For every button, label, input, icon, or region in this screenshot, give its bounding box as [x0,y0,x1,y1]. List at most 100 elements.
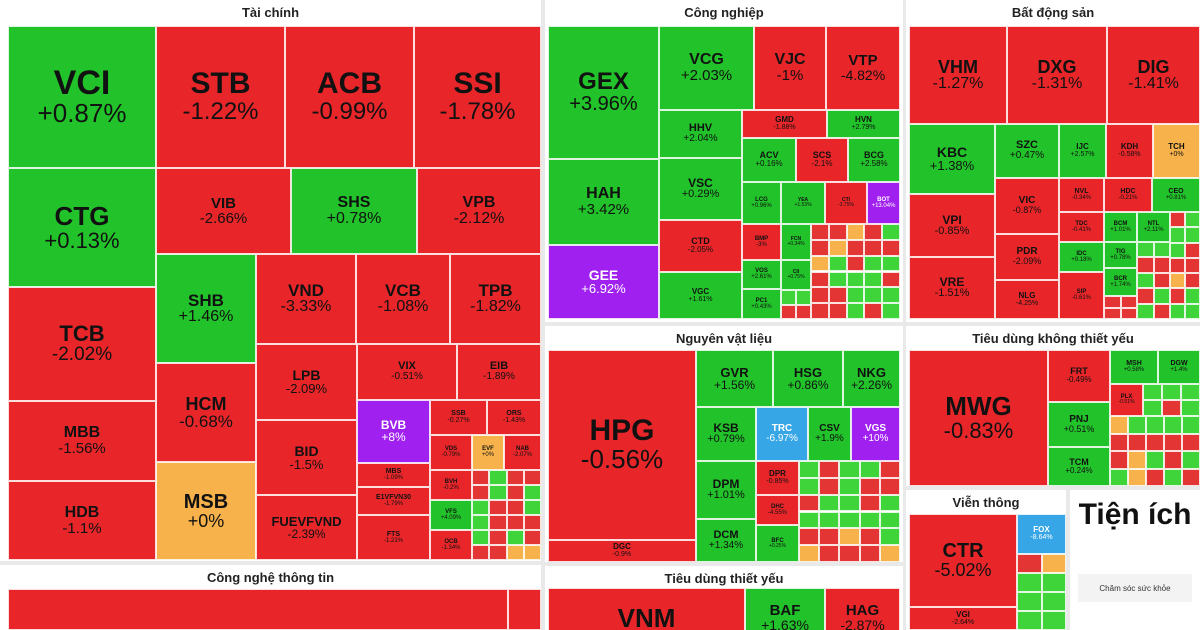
telecom-minor-tile[interactable] [1041,611,1066,630]
materials-minor-tile[interactable] [799,494,820,512]
materials-minor-tile[interactable] [879,511,900,529]
stock-tile-ssi[interactable]: SSI -1.78% [414,26,541,168]
stock-tile-vgi[interactable]: VGI -2.64% [909,607,1017,630]
re-minor-tile[interactable] [1185,212,1200,228]
telecom-minor-tile[interactable] [1017,611,1042,630]
stock-tile-vnd[interactable]: VND -3.33% [256,254,356,344]
materials-minor-tile[interactable] [799,461,820,478]
stock-tile-szc[interactable]: SZC +0.47% [995,124,1059,178]
finance-minor-tile[interactable] [523,530,541,545]
stock-tile-hcm[interactable]: HCM -0.68% [156,363,256,462]
re-minor-tile[interactable] [1137,242,1154,258]
re-minor-tile[interactable] [1185,288,1200,304]
finance-minor-tile[interactable] [472,530,490,545]
stock-tile-csv[interactable]: CSV +1.9% [808,407,851,461]
stock-tile-vcg[interactable]: VCG +2.03% [659,26,754,110]
re-minor-tile[interactable] [1170,227,1185,243]
stock-tile-hvn[interactable]: HVN +2.79% [827,110,900,138]
materials-minor-tile[interactable] [879,494,900,512]
stock-tile-bot[interactable]: BOT +13.04% [867,182,900,224]
finance-minor-tile[interactable] [506,545,524,560]
stock-tile-cii[interactable]: CII +0.75% [781,260,811,290]
discretionary-minor-tile[interactable] [1182,433,1200,451]
stock-tile-hah[interactable]: HAH +3.42% [548,159,659,245]
stock-tile-vre[interactable]: VRE -1.51% [909,257,995,319]
discretionary-minor-tile[interactable] [1164,416,1182,434]
discretionary-minor-tile[interactable] [1146,416,1164,434]
discretionary-minor-tile[interactable] [1181,400,1200,416]
re-minor-tile[interactable] [1170,257,1185,274]
finance-minor-tile[interactable] [523,485,541,500]
re-minor-tile[interactable] [1153,257,1170,273]
materials-minor-tile[interactable] [819,461,840,478]
stock-tile-bmp[interactable]: BMP -3% [742,224,781,260]
stock-tile-trc[interactable]: TRC -6.97% [756,407,808,461]
finance-minor-tile[interactable] [489,485,507,500]
re-minor-tile[interactable] [1120,307,1137,319]
stock-tile-vfs[interactable]: VFS +4.09% [430,500,472,530]
discretionary-minor-tile[interactable] [1182,416,1200,434]
discretionary-minor-tile[interactable] [1128,433,1146,451]
stock-tile-tcb[interactable]: TCB -2.02% [8,287,156,401]
discretionary-minor-tile[interactable] [1181,384,1200,400]
materials-minor-tile[interactable] [839,477,860,495]
discretionary-minor-tile[interactable] [1110,416,1128,434]
stock-tile-pdr[interactable]: PDR -2.09% [995,234,1059,280]
stock-tile-gvr[interactable]: GVR +1.56% [696,350,773,407]
discretionary-minor-tile[interactable] [1182,468,1200,486]
telecom-minor-tile[interactable] [1017,554,1042,573]
industry-minor-tile[interactable] [846,255,865,272]
industry-minor-tile[interactable] [846,239,865,256]
finance-minor-tile[interactable] [489,470,507,485]
stock-tile-kdh[interactable]: KDH -0.58% [1106,124,1153,178]
industry-minor-tile[interactable] [828,303,847,319]
stock-tile-vcb[interactable]: VCB -1.08% [356,254,450,344]
stock-tile-vic[interactable]: VIC -0.87% [995,178,1059,234]
stock-tile-vgs[interactable]: VGS +10% [851,407,900,461]
re-minor-tile[interactable] [1170,288,1185,304]
industry-minor-tile[interactable] [864,224,883,240]
materials-minor-tile[interactable] [799,477,820,495]
stock-tile-mbs[interactable]: MBS -1.09% [357,463,430,487]
industry-minor-tile[interactable] [864,255,883,272]
stock-tile-bvb[interactable]: BVB +8% [357,400,430,463]
finance-minor-tile[interactable] [523,470,541,485]
stock-tile-sip[interactable]: SIP -0.61% [1059,272,1104,319]
stock-tile-plx[interactable]: PLX -0.51% [1110,384,1143,416]
stock-tile-vjc[interactable]: VJC -1% [754,26,826,110]
stock-tile-ksb[interactable]: KSB +0.79% [696,407,756,461]
stock-tile-vhm[interactable]: VHM -1.27% [909,26,1007,124]
finance-minor-tile[interactable] [506,500,524,515]
stock-tile-dcm[interactable]: DCM +1.34% [696,519,756,562]
stock-tile-ceo[interactable]: CEO +0.81% [1152,178,1200,212]
finance-minor-tile[interactable] [489,545,507,560]
discretionary-minor-tile[interactable] [1162,384,1181,400]
stock-tile-pc1[interactable]: PC1 +0.43% [742,289,781,319]
re-minor-tile[interactable] [1170,273,1185,289]
stock-tile-hpg[interactable]: HPG -0.56% [548,350,696,540]
stock-tile-ocb[interactable]: OCB -1.34% [430,530,472,560]
finance-minor-tile[interactable] [472,545,490,560]
industry-minor-tile[interactable] [864,303,883,319]
stock-tile-dhc[interactable]: DHC -4.55% [756,495,799,525]
re-minor-tile[interactable] [1185,257,1200,274]
discretionary-minor-tile[interactable] [1128,416,1146,434]
stock-tile-ntl[interactable]: NTL +2.11% [1137,212,1170,242]
materials-minor-tile[interactable] [819,477,840,495]
stock-tile-dig[interactable]: DIG -1.41% [1107,26,1200,124]
stock-tile-nab[interactable]: NAB -2.07% [504,435,541,470]
re-minor-tile[interactable] [1120,296,1137,308]
re-minor-tile[interactable] [1153,242,1170,258]
materials-minor-tile[interactable] [819,494,840,512]
re-minor-tile[interactable] [1104,296,1121,308]
industry-minor-tile[interactable] [864,239,883,256]
stock-tile-hag[interactable]: HAG -2.87% [825,588,900,630]
finance-minor-tile[interactable] [506,515,524,530]
re-minor-tile[interactable] [1137,272,1154,289]
stock-tile-tch[interactable]: TCH +0% [1153,124,1200,178]
stock-tile-vix[interactable]: VIX -0.51% [357,344,457,400]
stock-tile-it-minor[interactable] [508,589,541,630]
stock-tile-lpb[interactable]: LPB -2.09% [256,344,357,420]
telecom-minor-tile[interactable] [1041,573,1066,592]
finance-minor-tile[interactable] [506,485,524,500]
